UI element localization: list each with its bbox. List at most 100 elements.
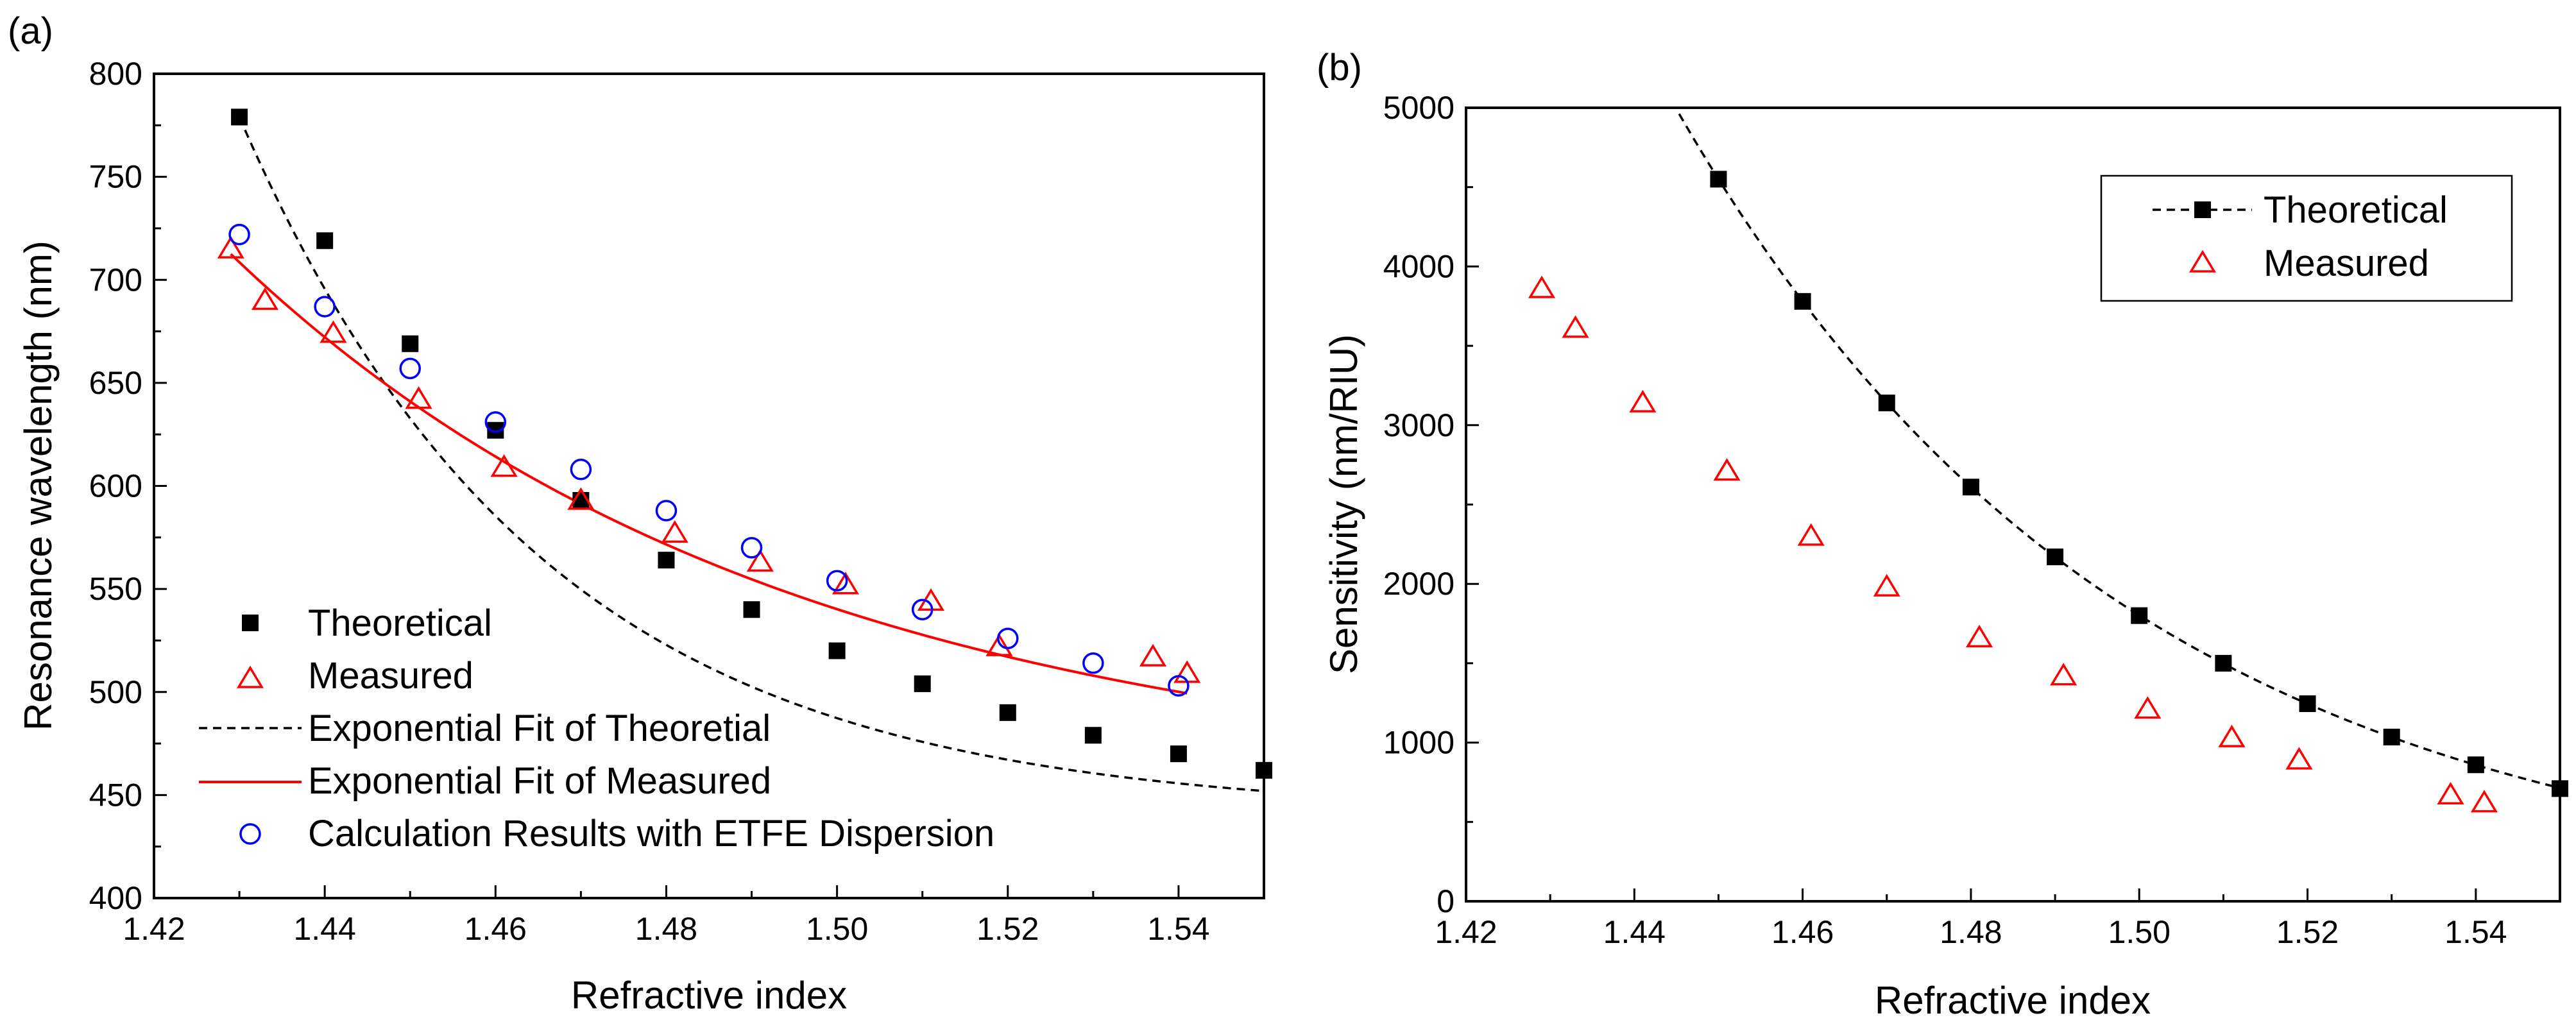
chart-a: (a) 1.42 1.44 1.46 1.48 1.50 1.52 1.54 400 450 50… — [8, 10, 1272, 1017]
x-tick-label-b: 1.48 — [1940, 914, 2002, 950]
data-point-b-0 — [2047, 548, 2064, 566]
data-point-a-4 — [997, 627, 1019, 649]
legend-a-fit-meas-label: Exponential Fit of Measured — [308, 760, 771, 802]
data-point-b-0 — [2552, 780, 2568, 797]
data-point-a-1 — [985, 633, 1013, 656]
panel-label-b: (b) — [1317, 47, 1362, 89]
data-point-b-0 — [1710, 171, 1727, 188]
data-point-b-0 — [1962, 479, 1979, 496]
data-point-b-1 — [2437, 781, 2464, 804]
data-point-a-0 — [658, 552, 675, 569]
data-point-b-0 — [2383, 728, 2400, 745]
data-point-b-0 — [2299, 695, 2316, 712]
data-point-b-1 — [1562, 315, 1589, 338]
data-point-a-4 — [911, 599, 934, 620]
y-tick-label-a: 700 — [89, 262, 142, 298]
legend-b-theoretical-label: Theoretical — [2264, 189, 2448, 231]
data-point-a-1 — [490, 454, 518, 477]
fit-lines-b — [1678, 113, 2561, 790]
data-point-a-4 — [570, 459, 592, 480]
legend-b-measured-label: Measured — [2264, 242, 2429, 284]
data-point-a-1 — [746, 548, 774, 572]
data-point-a-4 — [826, 570, 848, 592]
data-point-a-0 — [231, 108, 248, 126]
y-tick-label-b: 3000 — [1383, 407, 1454, 443]
legend-a: Theoretical Measured Exponential Fit of … — [199, 602, 994, 854]
data-point-a-0 — [743, 601, 760, 618]
data-point-b-1 — [1528, 275, 1556, 298]
data-point-b-1 — [1965, 624, 1993, 648]
data-marks-a — [217, 108, 1272, 779]
data-point-a-1 — [1173, 660, 1201, 683]
legend-a-theoretical-label: Theoretical — [308, 602, 492, 644]
fit-lines-a — [230, 116, 1265, 792]
legend-b-measured-marker — [2188, 250, 2217, 273]
y-tick-label-a: 450 — [89, 777, 142, 813]
y-tick-label-a: 650 — [89, 365, 142, 401]
x-tick-label-b: 1.46 — [1771, 914, 1834, 950]
data-point-a-1 — [661, 520, 688, 543]
data-point-a-0 — [316, 232, 334, 250]
y-tick-label-a: 550 — [89, 571, 142, 607]
legend-a-measured-label: Measured — [308, 655, 473, 697]
legend-a-measured-marker — [236, 665, 264, 688]
y-tick-label-b: 5000 — [1383, 90, 1454, 126]
x-tick-label-b: 1.42 — [1435, 914, 1497, 950]
fit-line-b-0 — [1678, 113, 2561, 790]
data-point-a-0 — [914, 675, 931, 692]
data-point-b-1 — [2470, 790, 2498, 813]
y-tick-label-a: 500 — [89, 674, 142, 710]
y-tick-label-a: 750 — [89, 159, 142, 195]
data-point-b-1 — [2285, 747, 2313, 770]
data-point-b-1 — [1629, 389, 1657, 412]
data-marks-b — [1528, 171, 2568, 813]
data-point-a-1 — [405, 386, 432, 409]
x-tick-label-b: 1.50 — [2108, 914, 2171, 950]
panel-label-a: (a) — [8, 10, 53, 52]
y-tick-label-a: 800 — [89, 56, 142, 92]
data-point-a-4 — [228, 223, 250, 246]
data-point-a-0 — [828, 642, 846, 659]
x-tick-label-a: 1.48 — [635, 911, 697, 947]
data-point-a-1 — [1139, 643, 1167, 667]
data-point-b-1 — [1797, 523, 1825, 546]
data-point-a-1 — [320, 320, 347, 343]
fit-line-a-3 — [230, 253, 1188, 695]
x-tick-label-a: 1.50 — [806, 911, 868, 947]
data-point-a-4 — [740, 537, 763, 559]
y-axis-label-b: Sensitivity (nm/RIU) — [1322, 334, 1365, 674]
data-point-b-1 — [1873, 573, 1900, 597]
x-tick-label-a: 1.54 — [1147, 911, 1209, 947]
data-point-a-1 — [251, 287, 279, 310]
data-point-b-0 — [2131, 607, 2148, 624]
data-point-b-0 — [1794, 293, 1811, 310]
data-point-b-1 — [1713, 458, 1741, 481]
legend-a-etfe-label: Calculation Results with ETFE Dispersion — [308, 813, 994, 854]
data-point-a-0 — [402, 335, 419, 352]
x-tick-label-a: 1.52 — [977, 911, 1039, 947]
x-tick-label-a: 1.46 — [465, 911, 527, 947]
y-tick-label-b: 1000 — [1383, 725, 1454, 761]
data-point-a-4 — [314, 296, 336, 318]
data-point-a-0 — [1084, 727, 1102, 744]
data-point-b-0 — [2215, 654, 2232, 672]
legend-a-fit-theo-label: Exponential Fit of Theoretial — [308, 708, 771, 749]
legend-b: Theoretical Measured — [2100, 174, 2513, 302]
y-axis-label-a: Resonance wavelength (nm) — [17, 241, 60, 731]
x-tick-label-b: 1.52 — [2276, 914, 2339, 950]
x-tick-label-b: 1.44 — [1603, 914, 1666, 950]
y-tick-label-a: 400 — [89, 880, 142, 916]
data-point-b-0 — [2467, 756, 2484, 774]
x-tick-label-a: 1.44 — [293, 911, 355, 947]
y-tick-label-a: 600 — [89, 468, 142, 504]
x-tick-label-b: 1.54 — [2444, 914, 2507, 950]
data-point-b-1 — [2218, 724, 2246, 747]
data-point-b-1 — [2134, 696, 2162, 719]
data-point-a-4 — [655, 500, 678, 522]
legend-a-theoretical-marker — [242, 615, 259, 631]
data-point-a-1 — [832, 572, 860, 595]
data-point-a-1 — [567, 487, 595, 510]
y-tick-label-b: 2000 — [1383, 566, 1454, 602]
x-axis-label-a: Refractive index — [571, 974, 847, 1017]
